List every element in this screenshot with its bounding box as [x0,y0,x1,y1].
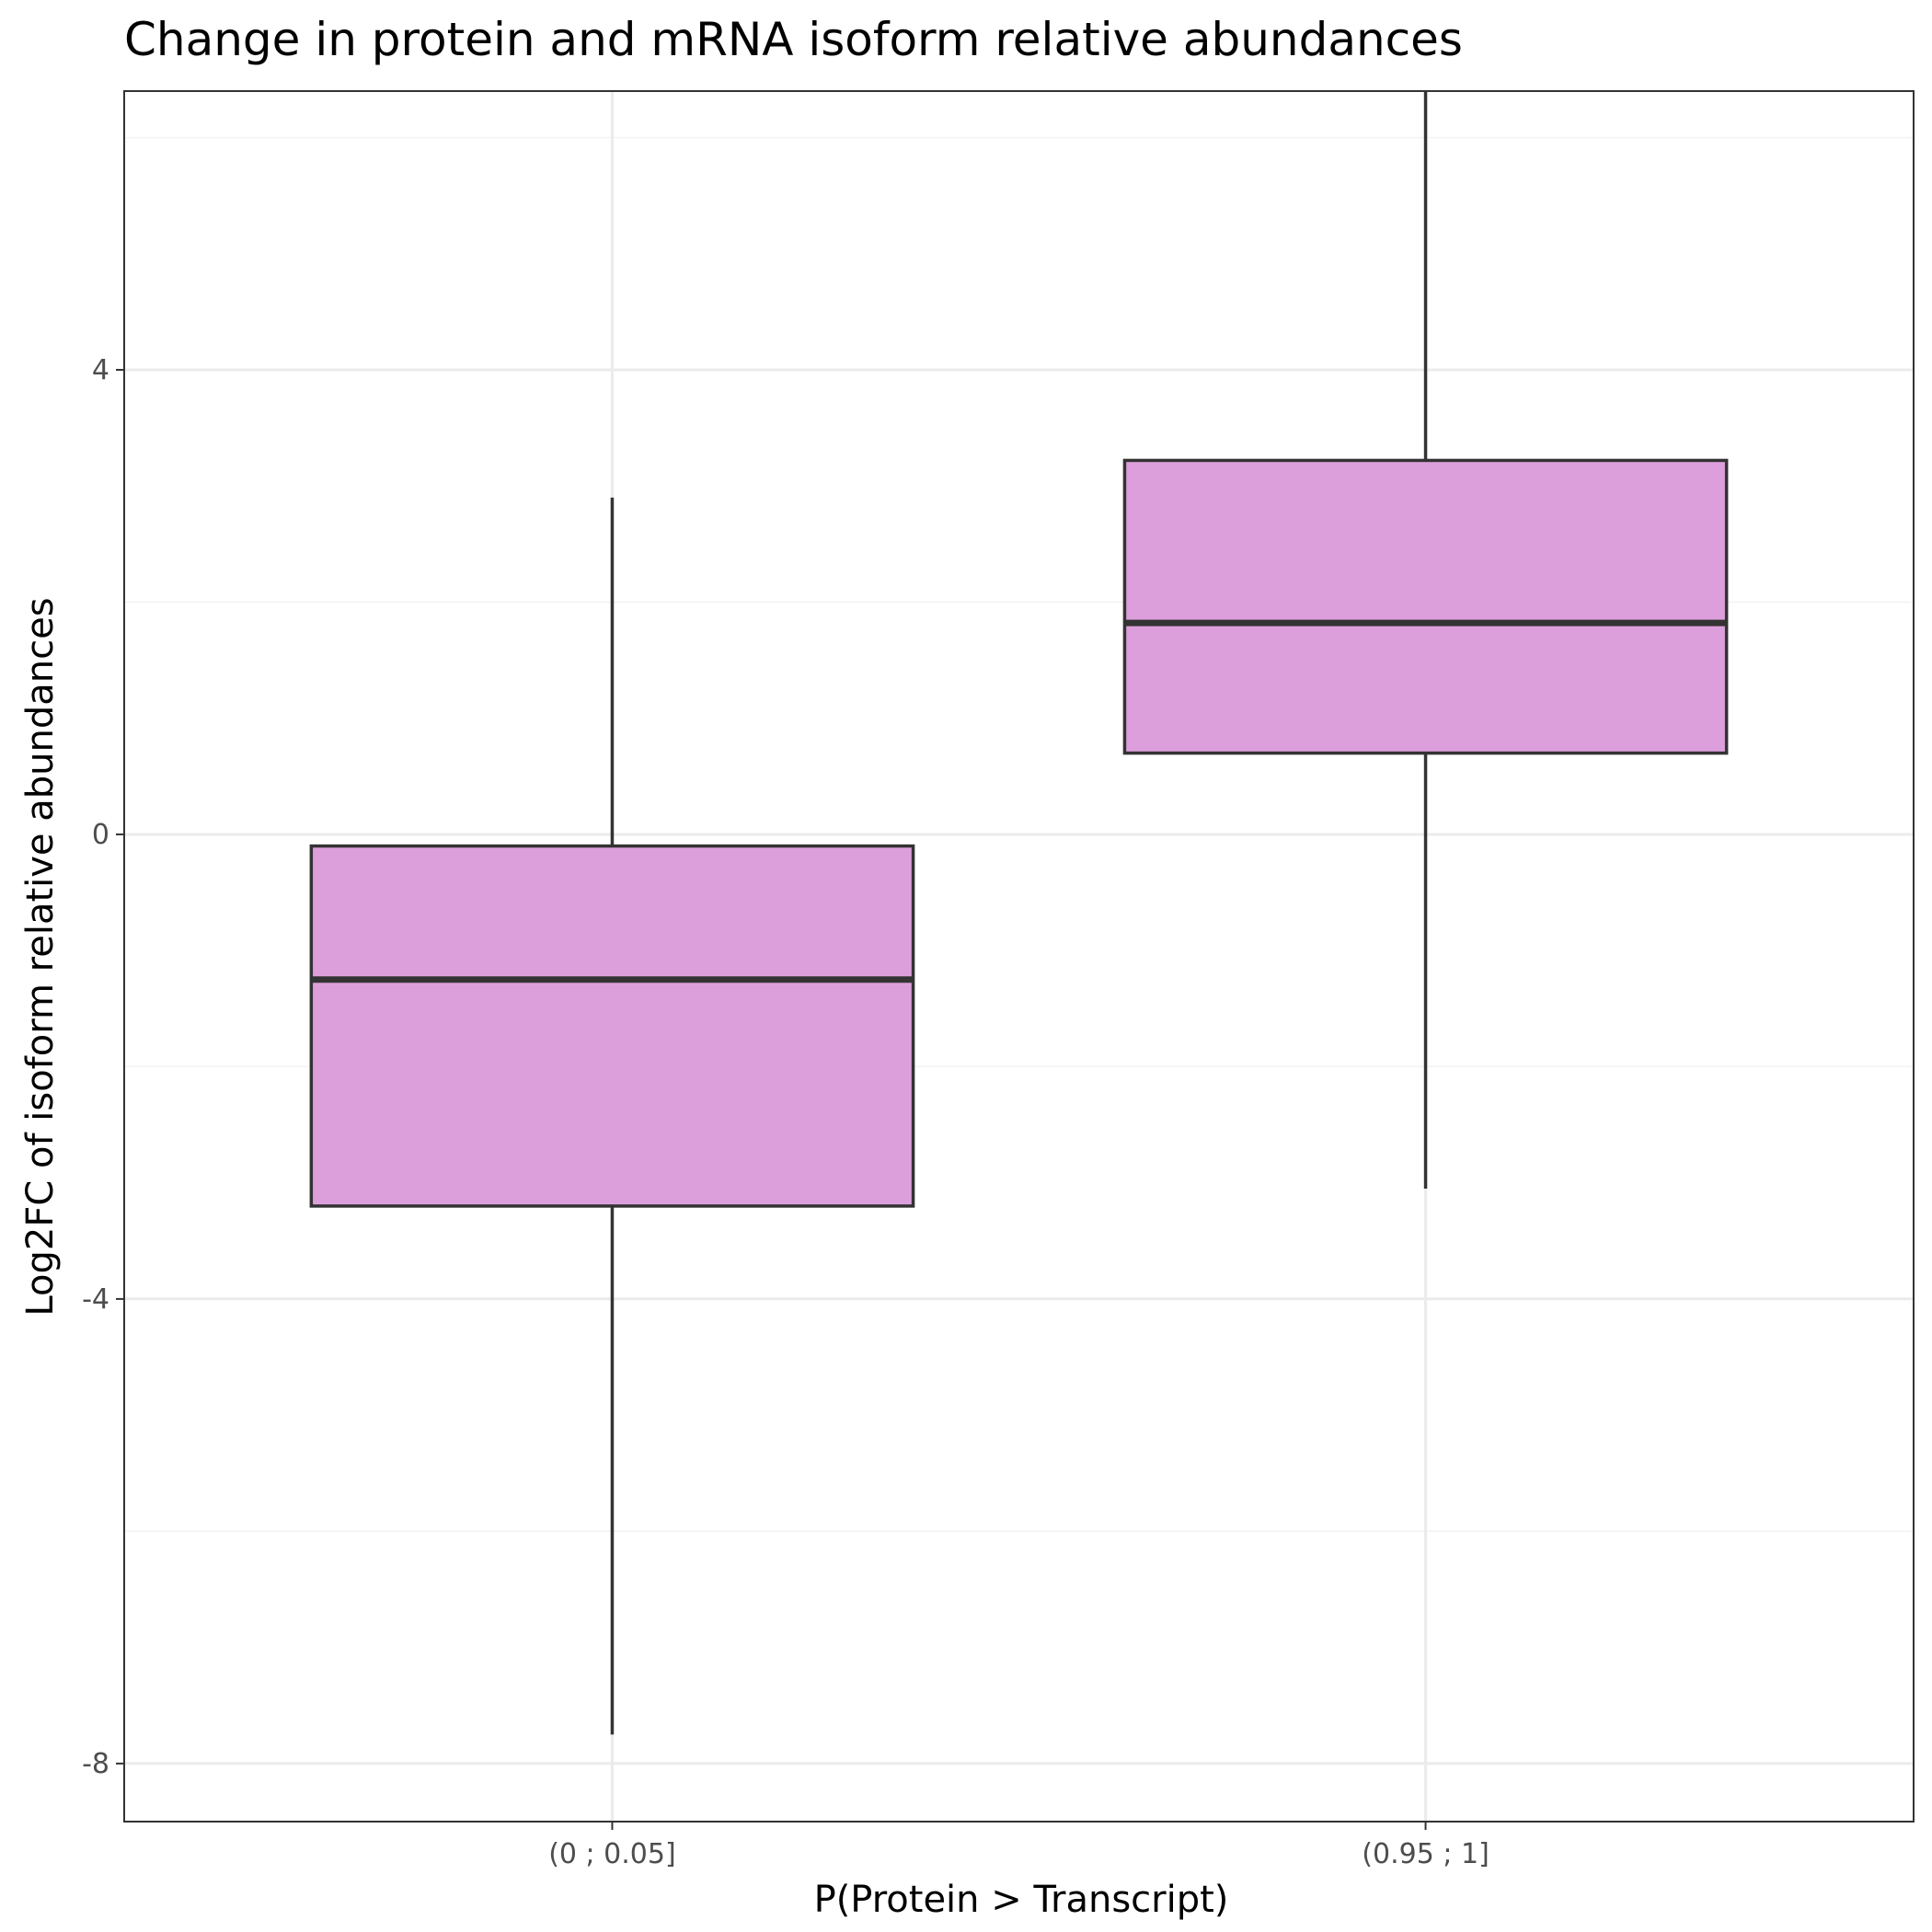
box-1 [309,497,915,1735]
boxes [309,91,1729,1735]
iqr-box [309,844,915,1208]
x-tick-label: (0 ; 0.05] [548,1838,675,1870]
y-tick-label: -8 [82,1748,109,1780]
iqr-box [1122,458,1729,755]
y-tick-label: 4 [92,354,109,386]
axes: -8 -4 0 4 (0 ; 0.05] (0.95 ; 1] [82,354,1489,1870]
y-axis-title: Log2FC of isoform relative abundances [19,597,62,1316]
chart-title: Change in protein and mRNA isoform relat… [124,13,1463,66]
x-axis-title: P(Protein > Transcript) [814,1879,1229,1921]
y-tick-label: 0 [92,819,109,851]
y-tick-label: -4 [82,1283,109,1316]
x-tick-label: (0.95 ; 1] [1362,1838,1489,1870]
box-2 [1122,91,1729,1189]
panel-border [123,90,1915,1823]
